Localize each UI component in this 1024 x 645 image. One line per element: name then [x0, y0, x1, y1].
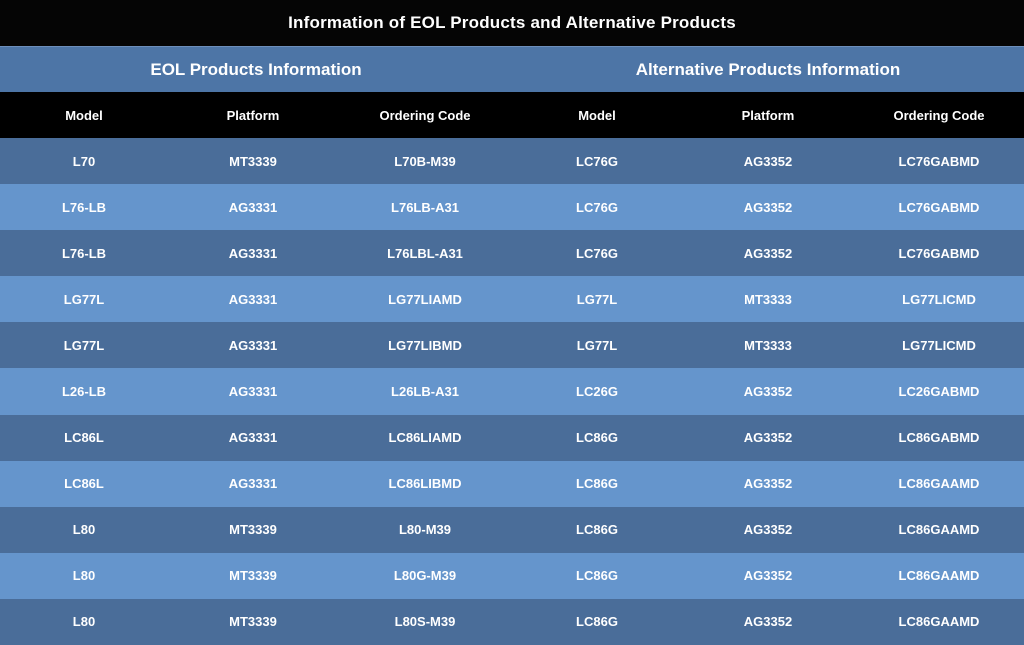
cell-model: L26-LB [61, 384, 107, 400]
cell-platform: AG3331 [228, 291, 278, 307]
cell-alt-platform: AG3352 [743, 245, 793, 261]
cell-ordering-code: L76LBL-A31 [387, 245, 463, 261]
cell-alt-platform: AG3352 [743, 476, 793, 492]
column-header-alt-model: Model [578, 107, 616, 123]
cell-model: L76-LB [61, 199, 107, 215]
column-header-row: Model Platform Ordering Code Model Platf… [0, 92, 1024, 138]
cell-platform: AG3331 [228, 430, 278, 446]
cell-alt-model: LC86G [576, 522, 618, 538]
cell-alt-model: LG77L [576, 337, 618, 353]
cell-alt-model: LC76G [576, 199, 618, 215]
cell-alt-model: LC76G [576, 245, 618, 261]
cell-alt-platform: AG3352 [743, 522, 793, 538]
table-title: Information of EOL Products and Alternat… [0, 0, 1024, 46]
cell-platform: AG3331 [228, 199, 278, 215]
cell-model: L76-LB [61, 245, 107, 261]
cell-platform: AG3331 [228, 476, 278, 492]
column-header-platform: Platform [226, 107, 280, 123]
cell-platform: AG3331 [228, 384, 278, 400]
cell-alt-ordering-code: LC86GAAMD [898, 522, 980, 538]
cell-alt-platform: AG3352 [743, 199, 793, 215]
cell-alt-platform: MT3333 [744, 291, 792, 307]
cell-model: L70 [72, 153, 96, 169]
cell-ordering-code: L76LB-A31 [391, 199, 459, 215]
cell-platform: MT3339 [229, 568, 277, 584]
cell-alt-model: LC86G [576, 430, 618, 446]
table-row: L80 MT3339 L80S-M39 LC86G AG3352 LC86GAA… [0, 598, 1024, 645]
cell-model: LG77L [63, 291, 105, 307]
cell-model: LG77L [63, 337, 105, 353]
table-row: LG77L AG3331 LG77LIAMD LG77L MT3333 LG77… [0, 276, 1024, 323]
cell-alt-model: LC26G [576, 384, 618, 400]
cell-alt-platform: AG3352 [743, 384, 793, 400]
cell-alt-ordering-code: LC86GABMD [898, 430, 980, 446]
cell-ordering-code: L80G-M39 [393, 568, 457, 584]
cell-alt-ordering-code: LC76GABMD [898, 153, 980, 169]
cell-alt-platform: AG3352 [743, 153, 793, 169]
column-header-alt-ordering-code: Ordering Code [893, 107, 985, 123]
table-row: L76-LB AG3331 L76LBL-A31 LC76G AG3352 LC… [0, 230, 1024, 277]
cell-model: LC86L [64, 430, 104, 446]
cell-alt-model: LG77L [576, 291, 618, 307]
cell-ordering-code: LC86LIBMD [388, 476, 462, 492]
cell-alt-ordering-code: LC86GAAMD [898, 568, 980, 584]
cell-alt-model: LC76G [576, 153, 618, 169]
cell-ordering-code: L80S-M39 [394, 614, 456, 630]
cell-alt-ordering-code: LC76GABMD [898, 199, 980, 215]
column-header-alt-platform: Platform [741, 107, 795, 123]
cell-alt-ordering-code: LC86GAAMD [898, 476, 980, 492]
cell-platform: MT3339 [229, 522, 277, 538]
cell-alt-ordering-code: LG77LICMD [902, 337, 976, 353]
table-row: LC86L AG3331 LC86LIBMD LC86G AG3352 LC86… [0, 460, 1024, 507]
cell-alt-ordering-code: LC26GABMD [898, 384, 980, 400]
cell-ordering-code: L80-M39 [398, 522, 452, 538]
cell-alt-model: LC86G [576, 476, 618, 492]
table-row: L76-LB AG3331 L76LB-A31 LC76G AG3352 LC7… [0, 184, 1024, 231]
cell-alt-platform: AG3352 [743, 568, 793, 584]
cell-model: L80 [72, 614, 96, 630]
table-row: L80 MT3339 L80-M39 LC86G AG3352 LC86GAAM… [0, 506, 1024, 553]
cell-alt-ordering-code: LC86GAAMD [898, 614, 980, 630]
cell-alt-ordering-code: LG77LICMD [902, 291, 976, 307]
cell-platform: MT3339 [229, 614, 277, 630]
cell-alt-model: LC86G [576, 614, 618, 630]
cell-ordering-code: LG77LIBMD [388, 337, 462, 353]
cell-ordering-code: L70B-M39 [394, 153, 456, 169]
cell-ordering-code: L26LB-A31 [391, 384, 459, 400]
column-header-model: Model [65, 107, 103, 123]
cell-ordering-code: LC86LIAMD [388, 430, 462, 446]
cell-alt-ordering-code: LC76GABMD [898, 245, 980, 261]
group-header-row: EOL Products Information Alternative Pro… [0, 46, 1024, 92]
table-row: LG77L AG3331 LG77LIBMD LG77L MT3333 LG77… [0, 322, 1024, 369]
column-header-ordering-code: Ordering Code [379, 107, 471, 123]
group-header-eol: EOL Products Information [150, 59, 362, 79]
cell-alt-platform: MT3333 [744, 337, 792, 353]
group-header-alternative: Alternative Products Information [635, 59, 901, 79]
cell-alt-model: LC86G [576, 568, 618, 584]
cell-model: L80 [72, 522, 96, 538]
cell-model: LC86L [64, 476, 104, 492]
cell-ordering-code: LG77LIAMD [388, 291, 462, 307]
cell-platform: AG3331 [228, 245, 278, 261]
cell-platform: AG3331 [228, 337, 278, 353]
table-row: LC86L AG3331 LC86LIAMD LC86G AG3352 LC86… [0, 414, 1024, 461]
cell-model: L80 [72, 568, 96, 584]
cell-alt-platform: AG3352 [743, 614, 793, 630]
table-row: L70 MT3339 L70B-M39 LC76G AG3352 LC76GAB… [0, 138, 1024, 185]
table-body: L70 MT3339 L70B-M39 LC76G AG3352 LC76GAB… [0, 138, 1024, 645]
table-row: L26-LB AG3331 L26LB-A31 LC26G AG3352 LC2… [0, 368, 1024, 415]
cell-alt-platform: AG3352 [743, 430, 793, 446]
table-row: L80 MT3339 L80G-M39 LC86G AG3352 LC86GAA… [0, 552, 1024, 599]
cell-platform: MT3339 [229, 153, 277, 169]
